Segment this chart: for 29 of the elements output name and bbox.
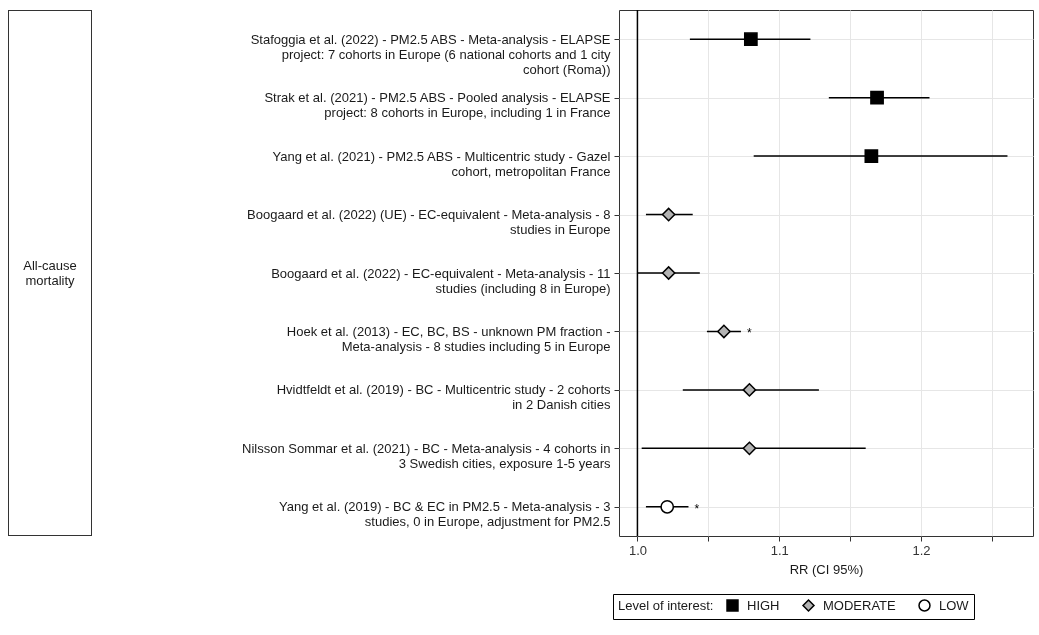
y-tick-label: Stafoggia et al. (2022) - PM2.5 ABS - Meta-analysis - ELAPSE project: 7 cohorts in Europe (6 national cohorts and 1 city cohort (Roma)) (250, 31, 611, 77)
point (660, 499, 675, 514)
text: All-cause mortality (8, 10, 92, 536)
x-axis-title: RR (CI 95%) (789, 561, 864, 577)
y-tick-label: Hoek et al. (2013) - EC, BC, BS - unknown PM fraction - Meta-analysis - 8 studies including 5 in Europe (286, 323, 611, 354)
point (743, 32, 758, 47)
y-tick-label: Yang et al. (2019) - BC & EC in PM2.5 - Meta-analysis - 3 studies, 0 in Europe, adjustment for PM2.5 (279, 499, 611, 530)
point (661, 207, 676, 222)
legend-label: LOW (939, 597, 970, 613)
y-tick-label: Boogaard et al. (2022) - EC-equivalent - Meta-analysis - 11 studies (including 8 in Europe) (271, 265, 611, 296)
legend-title: Level of interest: (618, 598, 714, 613)
x-tick-label: 1.0 (628, 542, 647, 558)
point (870, 90, 884, 105)
x-tick-label: 1.2 (912, 542, 931, 558)
point (717, 324, 731, 339)
x-tick-label: 1.1 (770, 542, 789, 558)
data-label: * (694, 501, 700, 516)
y-tick-label: Boogaard et al. (2022) (UE) - EC-equivalent - Meta-analysis - 8 studies in Europe (247, 207, 611, 238)
point (864, 149, 879, 163)
legend-label: HIGH (747, 597, 780, 613)
y-tick-label: Strak et al. (2021) - PM2.5 ABS - Pooled analysis - ELAPSE project: 8 cohorts in Europe, including 1 in France (264, 90, 611, 121)
point (742, 383, 757, 397)
y-tick-label: Yang et al. (2021) - PM2.5 ABS - Multicentric study - Gazel cohort, metropolitan France (272, 148, 611, 179)
point (661, 266, 676, 280)
y-tick-label: Hvidtfeldt et al. (2019) - BC - Multicentric study - 2 cohorts in 2 Danish cities (276, 382, 611, 413)
legend-label: MODERATE (823, 597, 897, 613)
data-label: * (746, 326, 752, 341)
point (742, 441, 757, 456)
y-tick-label: Nilsson Sommar et al. (2021) - BC - Meta-analysis - 4 cohorts in 3 Swedish cities, exposure 1-5 years (242, 440, 611, 471)
